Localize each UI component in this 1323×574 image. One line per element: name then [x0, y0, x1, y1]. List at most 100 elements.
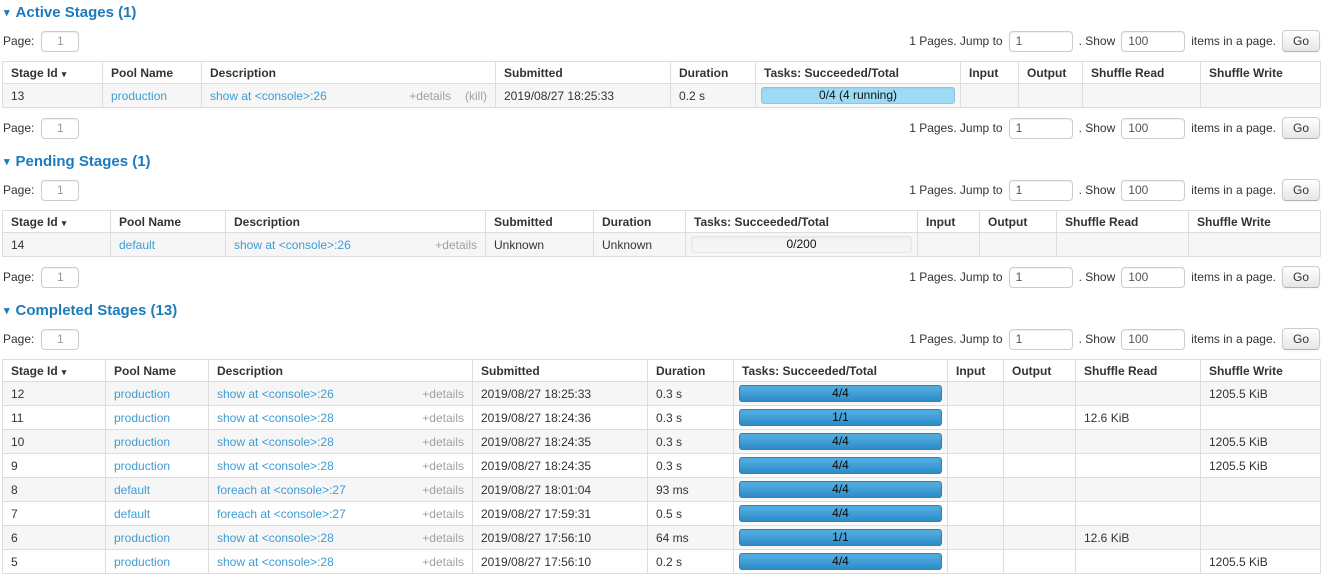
items-per-page-input[interactable]: [1121, 117, 1186, 139]
jump-to-page-input[interactable]: [1008, 328, 1073, 350]
stage-description-link[interactable]: foreach at <console>:27: [217, 506, 346, 521]
pool-name-link[interactable]: default: [119, 237, 156, 252]
pool-name-link[interactable]: production: [114, 386, 171, 401]
column-header-shuffle-write[interactable]: Shuffle Write: [1188, 210, 1321, 233]
column-header-label: Duration: [679, 65, 729, 80]
column-header-submitted[interactable]: Submitted: [495, 61, 671, 84]
details-toggle[interactable]: +details: [409, 88, 451, 103]
pages-count-label: 1 Pages. Jump to: [909, 183, 1003, 197]
details-toggle[interactable]: +details: [422, 410, 464, 425]
jump-to-page-input[interactable]: [1008, 266, 1073, 288]
duration-cell: 0.3 s: [647, 453, 734, 478]
page-number-input[interactable]: [41, 328, 80, 350]
column-header-stage-id[interactable]: Stage Id ▾: [2, 210, 111, 233]
column-header-shuffle-write[interactable]: Shuffle Write: [1200, 359, 1321, 382]
column-header-duration[interactable]: Duration: [670, 61, 756, 84]
details-toggle[interactable]: +details: [435, 237, 477, 252]
items-per-page-input[interactable]: [1121, 30, 1186, 52]
items-per-page-input[interactable]: [1121, 328, 1186, 350]
details-toggle[interactable]: +details: [422, 458, 464, 473]
stages-page: ▾ Active Stages (1) Page: 1 Pages. Jump t…: [2, 4, 1321, 574]
stage-description-link[interactable]: show at <console>:28: [217, 530, 334, 545]
shuffle-read-cell: [1056, 232, 1189, 257]
details-toggle[interactable]: +details: [422, 434, 464, 449]
column-header-output[interactable]: Output: [1003, 359, 1076, 382]
column-header-output[interactable]: Output: [1018, 61, 1083, 84]
page-number-input[interactable]: [41, 117, 80, 139]
pool-name-link[interactable]: production: [111, 88, 168, 103]
details-toggle[interactable]: +details: [422, 386, 464, 401]
input-cell: [947, 381, 1004, 406]
stage-description-link[interactable]: show at <console>:26: [217, 386, 334, 401]
column-header-description[interactable]: Description: [201, 61, 496, 84]
items-per-page-label: items in a page.: [1191, 270, 1276, 284]
column-header-tasks-succeeded-total[interactable]: Tasks: Succeeded/Total: [755, 61, 961, 84]
column-header-label: Submitted: [494, 214, 553, 229]
description-cell: show at <console>:26 +details (kill): [201, 83, 496, 108]
column-header-duration[interactable]: Duration: [647, 359, 734, 382]
stage-description-link[interactable]: foreach at <console>:27: [217, 482, 346, 497]
pool-name-link[interactable]: default: [114, 506, 151, 521]
jump-to-page-input[interactable]: [1008, 179, 1073, 201]
stage-description-link[interactable]: show at <console>:26: [210, 88, 327, 103]
section-title-pending-stages[interactable]: ▾ Pending Stages (1): [4, 153, 1319, 170]
pool-name-link[interactable]: production: [114, 458, 171, 473]
stage-id-cell: 9: [2, 453, 106, 478]
tasks-progress-cell: 0/200: [685, 232, 918, 257]
stage-row: 9 production show at <console>:28 +details 2…: [2, 453, 1321, 478]
details-toggle[interactable]: +details: [422, 506, 464, 521]
column-header-output[interactable]: Output: [979, 210, 1057, 233]
go-button[interactable]: Go: [1281, 266, 1320, 288]
page-number-input[interactable]: [41, 30, 80, 52]
details-toggle[interactable]: +details: [422, 554, 464, 569]
section-title-active-stages[interactable]: ▾ Active Stages (1): [4, 4, 1319, 21]
column-header-tasks-succeeded-total[interactable]: Tasks: Succeeded/Total: [685, 210, 918, 233]
column-header-label: Duration: [602, 214, 652, 229]
duration-cell: 93 ms: [647, 477, 734, 502]
column-header-stage-id[interactable]: Stage Id ▾: [2, 61, 103, 84]
stage-description-link[interactable]: show at <console>:26: [234, 237, 351, 252]
column-header-tasks-succeeded-total[interactable]: Tasks: Succeeded/Total: [733, 359, 948, 382]
column-header-input[interactable]: Input: [947, 359, 1004, 382]
jump-to-page-input[interactable]: [1008, 30, 1073, 52]
column-header-pool-name[interactable]: Pool Name: [110, 210, 226, 233]
pool-name-link[interactable]: production: [114, 434, 171, 449]
column-header-pool-name[interactable]: Pool Name: [102, 61, 202, 84]
go-button[interactable]: Go: [1281, 328, 1320, 350]
details-toggle[interactable]: +details: [422, 530, 464, 545]
jump-to-page-input[interactable]: [1008, 117, 1073, 139]
pool-name-link[interactable]: production: [114, 554, 171, 569]
page-number-input[interactable]: [41, 179, 80, 201]
column-header-input[interactable]: Input: [960, 61, 1019, 84]
items-per-page-input[interactable]: [1121, 266, 1186, 288]
items-per-page-input[interactable]: [1121, 179, 1186, 201]
section-title-completed-stages[interactable]: ▾ Completed Stages (13): [4, 302, 1319, 319]
column-header-shuffle-read[interactable]: Shuffle Read: [1075, 359, 1201, 382]
page-number-input[interactable]: [41, 266, 80, 288]
column-header-description[interactable]: Description: [225, 210, 486, 233]
go-button[interactable]: Go: [1281, 117, 1320, 139]
column-header-pool-name[interactable]: Pool Name: [105, 359, 209, 382]
stage-description-link[interactable]: show at <console>:28: [217, 554, 334, 569]
column-header-submitted[interactable]: Submitted: [485, 210, 594, 233]
stage-description-link[interactable]: show at <console>:28: [217, 410, 334, 425]
stage-description-link[interactable]: show at <console>:28: [217, 458, 334, 473]
column-header-input[interactable]: Input: [917, 210, 980, 233]
pool-name-link[interactable]: production: [114, 530, 171, 545]
column-header-duration[interactable]: Duration: [593, 210, 686, 233]
stage-description-link[interactable]: show at <console>:28: [217, 434, 334, 449]
column-header-stage-id[interactable]: Stage Id ▾: [2, 359, 106, 382]
submitted-cell: 2019/08/27 18:24:35: [472, 453, 648, 478]
details-toggle[interactable]: +details: [422, 482, 464, 497]
column-header-shuffle-write[interactable]: Shuffle Write: [1200, 61, 1321, 84]
column-header-shuffle-read[interactable]: Shuffle Read: [1056, 210, 1189, 233]
column-header-shuffle-read[interactable]: Shuffle Read: [1082, 61, 1201, 84]
pool-name-link[interactable]: default: [114, 482, 151, 497]
duration-cell: 0.3 s: [647, 381, 734, 406]
column-header-description[interactable]: Description: [208, 359, 473, 382]
column-header-submitted[interactable]: Submitted: [472, 359, 648, 382]
pool-name-link[interactable]: production: [114, 410, 171, 425]
go-button[interactable]: Go: [1281, 30, 1320, 52]
go-button[interactable]: Go: [1281, 179, 1320, 201]
kill-stage-link[interactable]: (kill): [465, 88, 487, 103]
